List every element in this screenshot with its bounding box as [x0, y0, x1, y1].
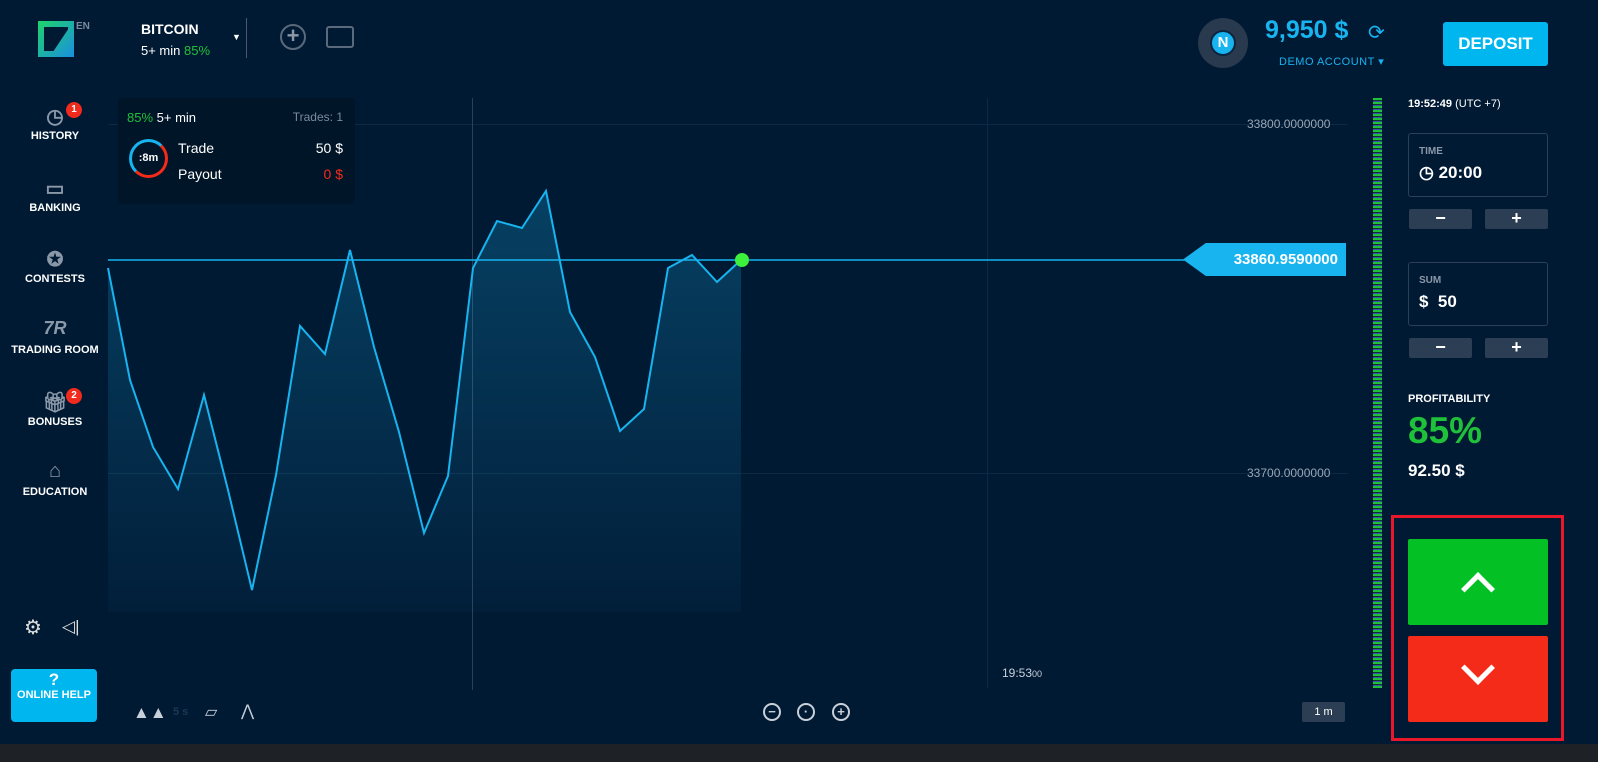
refresh-icon[interactable]: ⟳	[1368, 22, 1385, 44]
sum-decrease-button[interactable]: −	[1409, 338, 1472, 358]
gift-icon: 🎁︎ 2	[0, 388, 110, 416]
ruler-icon[interactable]: ▱	[205, 704, 218, 721]
panel-expiry: 5+ min	[156, 110, 197, 125]
account-selector[interactable]: DEMO ACCOUNT ▾	[1279, 56, 1385, 68]
payout-label: Payout	[178, 166, 222, 182]
sound-icon[interactable]: ◁|	[62, 617, 80, 636]
volume-indicator	[1373, 98, 1382, 688]
time-field[interactable]: TIME ◷ 20:00	[1408, 133, 1548, 197]
gridline	[108, 124, 1348, 125]
calendar-icon[interactable]	[326, 26, 354, 48]
profit-amount: 92.50 $	[1408, 461, 1465, 480]
sidebar-item-contests[interactable]: ✪ CONTESTS	[0, 247, 110, 285]
y-label: 33700.0000000	[1247, 466, 1331, 480]
timeframe-button[interactable]: 1 m	[1302, 702, 1345, 722]
clock-icon: ◷	[1419, 163, 1434, 182]
arrow-up-icon	[1461, 572, 1495, 606]
label: TRADING ROOM	[11, 344, 99, 356]
interval-button[interactable]: 5 s	[173, 706, 189, 718]
currency: $	[1419, 292, 1429, 311]
current-point-marker	[735, 253, 749, 267]
bottom-bar	[0, 744, 1598, 762]
sidebar-item-bonuses[interactable]: 🎁︎ 2 BONUSES	[0, 388, 110, 428]
wallet-icon: ▭	[45, 178, 65, 200]
badge: 1	[66, 102, 82, 118]
put-down-button[interactable]	[1408, 636, 1548, 722]
timezone: (UTC +7)	[1455, 98, 1501, 110]
time-label: 19:5300	[1002, 666, 1042, 680]
time-sec: 00	[1032, 669, 1043, 679]
asset-expiry[interactable]: 5+ min 85%	[141, 43, 210, 58]
time-hm: 19:53	[1002, 666, 1033, 680]
asset-name[interactable]: BITCOIN	[141, 21, 199, 37]
language-selector[interactable]: EN	[76, 21, 90, 32]
asset-dropdown-icon[interactable]: ▼	[232, 32, 241, 42]
tr-icon: 7R	[43, 318, 67, 338]
zoom-in-icon[interactable]: +	[832, 703, 850, 721]
sum-field[interactable]: SUM $ 50	[1408, 262, 1548, 326]
panel-pct: 85%	[127, 110, 154, 125]
divider	[246, 18, 247, 58]
label: BANKING	[29, 202, 81, 214]
drawing-tools-icon[interactable]: ⋀	[241, 703, 255, 720]
price-line	[107, 188, 742, 591]
trades-count: Trades: 1	[292, 110, 343, 124]
deposit-button[interactable]: DEPOSIT	[1443, 22, 1548, 66]
profitability-pct: 85%	[1408, 410, 1483, 451]
sidebar-item-education[interactable]: ⌂ EDUCATION	[0, 460, 110, 498]
gridline	[987, 98, 988, 688]
highlight-frame	[1391, 515, 1564, 741]
logo[interactable]	[38, 21, 74, 57]
sum-increase-button[interactable]: +	[1485, 338, 1548, 358]
online-help-button[interactable]: ? ONLINE HELP	[11, 669, 97, 722]
sidebar-item-banking[interactable]: ▭ BANKING	[0, 176, 110, 214]
help-label: ONLINE HELP	[17, 689, 91, 701]
y-label: 33800.0000000	[1247, 117, 1331, 131]
profitability-label: PROFITABILITY	[1408, 393, 1491, 405]
history-icon: ◷ 1	[0, 102, 110, 130]
sidebar-item-trading-room[interactable]: 7R TRADING ROOM	[0, 318, 110, 356]
label: EDUCATION	[22, 486, 88, 498]
timer-ring: :8m	[129, 139, 168, 178]
chart-type-area-icon[interactable]: ▲▲	[133, 703, 167, 722]
settings-icon[interactable]: ⚙	[24, 617, 42, 639]
avatar-letter: N	[1210, 30, 1236, 56]
sidebar-item-history[interactable]: ◷ 1 HISTORY	[0, 102, 110, 142]
time-value: 20:00	[1438, 163, 1483, 182]
help-icon: ?	[48, 670, 60, 689]
avatar[interactable]: N	[1198, 18, 1248, 68]
price-area	[108, 191, 741, 612]
balance: 9,950 $	[1265, 16, 1349, 44]
badge: 2	[66, 388, 82, 404]
arrow-down-icon	[1461, 651, 1495, 685]
trade-label: Trade	[178, 140, 215, 156]
call-up-button[interactable]	[1408, 539, 1548, 625]
trade-panel[interactable]: 85% 5+ min Trades: 1 :8m Trade 50 $ Payo…	[118, 98, 355, 204]
payout-pct: 85%	[184, 43, 211, 58]
payout-value: 0 $	[323, 166, 343, 182]
label: CONTESTS	[25, 273, 85, 285]
time-increase-button[interactable]: +	[1485, 209, 1548, 229]
label: HISTORY	[30, 130, 80, 142]
account-label: DEMO ACCOUNT	[1279, 56, 1375, 68]
time-decrease-button[interactable]: −	[1409, 209, 1472, 229]
trade-value: 50 $	[315, 140, 343, 156]
sum-label: SUM	[1419, 275, 1442, 286]
zoom-out-icon[interactable]: −	[763, 703, 781, 721]
center-chart-icon[interactable]: ·	[797, 703, 815, 721]
time-label: TIME	[1419, 146, 1443, 157]
star-icon: ✪	[46, 249, 64, 271]
clock: 19:52:49	[1408, 98, 1453, 110]
current-price-tag: 33860.9590000	[1183, 243, 1346, 276]
add-asset-icon[interactable]: +	[280, 24, 306, 50]
label: BONUSES	[27, 416, 83, 428]
sum-value[interactable]: 50	[1437, 292, 1457, 311]
expiry: 5+ min	[141, 43, 181, 58]
graduation-cap-icon: ⌂	[48, 460, 62, 482]
